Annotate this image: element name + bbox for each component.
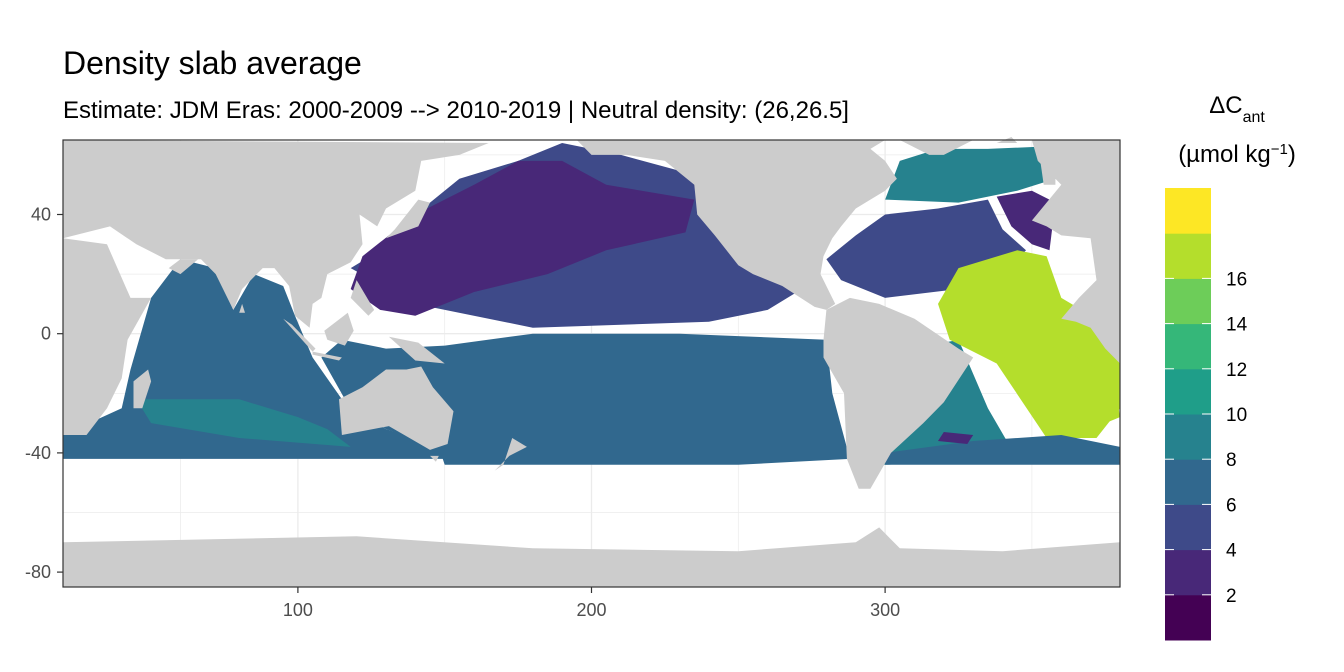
land-sumatra — [283, 318, 316, 352]
land-north-america — [576, 140, 897, 310]
plot-panel — [62, 137, 1121, 588]
legend-unit: (µmol kg−1) — [1178, 141, 1296, 169]
ocean-region — [136, 399, 351, 447]
legend-swatch — [1165, 414, 1211, 460]
ocean-region — [350, 160, 695, 316]
land-antarctica — [63, 527, 1120, 587]
legend-label: 10 — [1226, 405, 1247, 426]
chart-title: Density slab average — [63, 45, 362, 81]
x-tick-label: 300 — [870, 600, 900, 620]
land-greenland — [899, 140, 974, 155]
legend-title-sub: ant — [1243, 109, 1266, 126]
legend-swatch — [1165, 368, 1211, 415]
legend-title: ΔCant — [1209, 92, 1265, 126]
legend-labels: 2 4 6 8 10 12 14 16 — [1165, 269, 1248, 607]
land-tasmania — [430, 455, 439, 462]
legend-colorbar — [1165, 188, 1211, 641]
ocean-region — [321, 333, 850, 465]
legend-swatch — [1165, 278, 1211, 325]
land-madagascar — [133, 369, 152, 409]
land-south-america — [823, 297, 974, 489]
legend-label: 14 — [1226, 315, 1248, 336]
land-mask — [63, 137, 1120, 587]
land-philippines — [350, 280, 375, 316]
legend-label: 12 — [1226, 360, 1247, 381]
y-tick-label: 40 — [31, 205, 51, 225]
land-eurasia — [63, 140, 489, 328]
ocean-region — [938, 432, 974, 444]
legend-unit-suffix: ) — [1288, 141, 1296, 168]
legend-unit-sup: −1 — [1271, 141, 1288, 158]
land-arabian-sea-gap — [168, 259, 199, 275]
land-borneo — [324, 312, 354, 346]
legend-label: 4 — [1226, 541, 1237, 562]
land-africa — [63, 238, 152, 438]
legend-swatch — [1165, 504, 1211, 551]
legend-swatch — [1165, 188, 1211, 234]
y-tick-label: -80 — [25, 562, 51, 582]
legend-title-main: ΔC — [1209, 92, 1242, 119]
land-japan — [386, 199, 430, 239]
land-sri-lanka — [239, 303, 245, 313]
land-uk — [1040, 160, 1056, 185]
legend-swatch — [1165, 459, 1211, 505]
legend-swatch — [1165, 323, 1211, 370]
y-tick-label: -40 — [25, 443, 51, 463]
ocean-region — [996, 190, 1056, 251]
y-axis: 40 0 -40 -80 — [25, 205, 63, 582]
ocean-region — [996, 339, 1120, 430]
land-australia — [339, 366, 454, 450]
ocean-region — [885, 146, 1056, 203]
chart-subtitle: Estimate: JDM Eras: 2000-2009 --> 2010-2… — [63, 97, 849, 124]
x-tick-label: 100 — [283, 600, 313, 620]
legend-swatch — [1165, 233, 1211, 279]
legend-swatch — [1165, 594, 1211, 641]
land-java — [312, 351, 342, 361]
legend-label: 2 — [1226, 586, 1237, 607]
legend-label: 6 — [1226, 495, 1237, 516]
legend-label: 16 — [1226, 269, 1247, 290]
land-new-guinea — [388, 336, 445, 364]
land-europe-africa-east — [1031, 140, 1120, 364]
ocean-region — [885, 435, 1120, 465]
legend: ΔCant (µmol kg−1) 2 4 6 8 10 12 14 16 — [1165, 92, 1296, 641]
legend-swatch — [1165, 549, 1211, 596]
x-tick-label: 200 — [576, 600, 606, 620]
x-axis: 100 200 300 — [283, 587, 900, 620]
land-new-zealand — [494, 438, 527, 471]
legend-label: 8 — [1226, 450, 1237, 471]
y-tick-label: 0 — [41, 324, 51, 344]
legend-unit-prefix: (µmol kg — [1178, 141, 1271, 168]
